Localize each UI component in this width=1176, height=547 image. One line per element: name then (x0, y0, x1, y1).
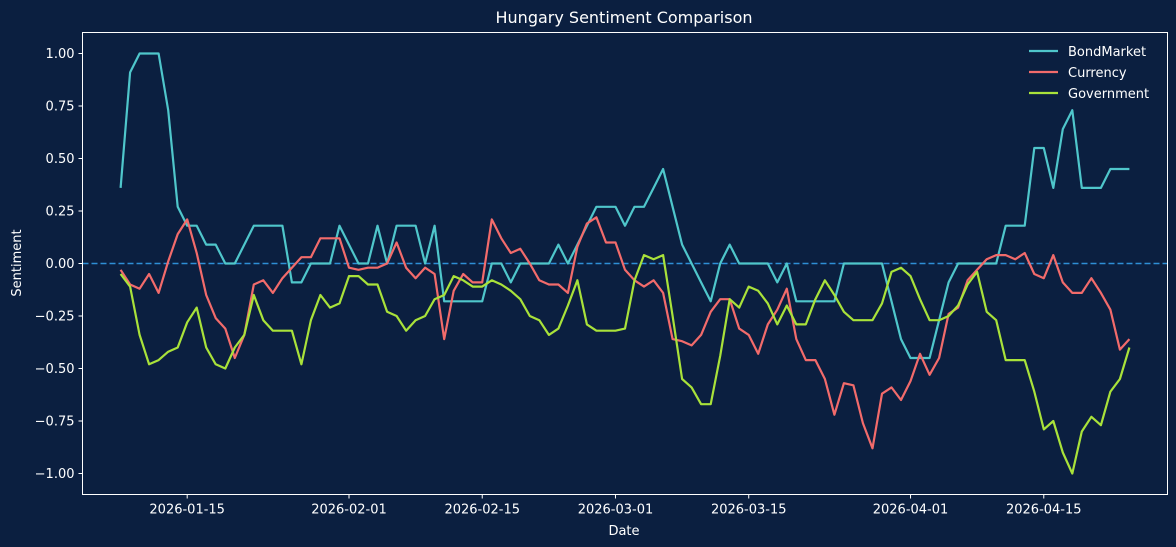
y-tick-label: 1.00 (46, 47, 75, 62)
y-tick-label: 0.00 (46, 257, 75, 272)
x-tick-label: 2026-02-01 (311, 503, 387, 518)
y-tick-label: −0.75 (35, 415, 75, 430)
legend-label-currency: Currency (1068, 66, 1127, 81)
y-tick-label: 0.50 (46, 152, 75, 167)
x-tick-label: 2026-01-15 (149, 503, 225, 518)
x-axis-ticks: 2026-01-15 2026-02-01 2026-02-15 2026-03-01… (149, 494, 1082, 518)
x-tick-label: 2026-04-01 (873, 503, 949, 518)
y-tick-label: 0.75 (46, 100, 75, 115)
legend: BondMarket Currency Government (1029, 45, 1149, 102)
series-line-government (119, 254, 1131, 475)
x-tick-label: 2026-03-15 (711, 503, 787, 518)
chart-title: Hungary Sentiment Comparison (496, 8, 753, 27)
x-tick-label: 2026-04-15 (1006, 503, 1082, 518)
y-axis-label: Sentiment (10, 229, 25, 296)
y-tick-label: −0.25 (35, 310, 75, 325)
x-tick-label: 2026-02-15 (444, 503, 520, 518)
series-line-bondmarket (119, 52, 1130, 360)
legend-label-government: Government (1068, 87, 1149, 102)
x-tick-label: 2026-03-01 (578, 503, 654, 518)
series-line-currency (119, 216, 1131, 450)
series-lines (119, 52, 1131, 475)
y-axis-ticks: 1.00 0.75 0.50 0.25 0.00 −0.25 −0.50 −0.75 −1.00 (35, 47, 83, 482)
y-tick-label: −0.50 (35, 362, 75, 377)
x-axis-label: Date (608, 524, 639, 539)
y-tick-label: −1.00 (35, 467, 75, 482)
legend-label-bondmarket: BondMarket (1068, 45, 1146, 60)
y-tick-label: 0.25 (46, 205, 75, 220)
